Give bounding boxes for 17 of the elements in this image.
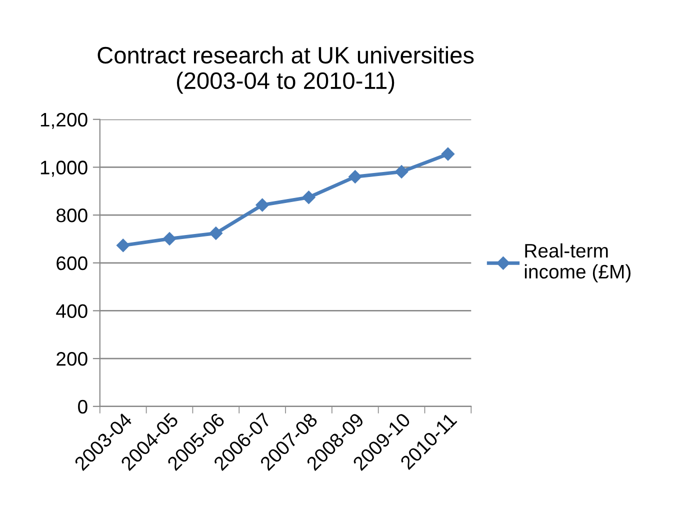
y-tick-label: 200 — [56, 352, 88, 366]
point — [348, 170, 362, 184]
point — [116, 238, 130, 252]
y-tick-label: 600 — [56, 256, 88, 270]
legend-label: Real-term income (£M) — [524, 243, 630, 282]
point — [256, 198, 269, 212]
y-tick-label: 0 — [78, 400, 88, 414]
chart-title: Contract research at UK universities (2003-04 to 2010-11) — [98, 46, 474, 94]
y-tick-label: 800 — [56, 208, 88, 222]
y-tick-label: 1,000 — [40, 160, 88, 177]
y-tick-label: 1,200 — [40, 112, 88, 129]
point — [441, 147, 455, 161]
point — [302, 190, 316, 204]
point — [209, 226, 223, 240]
y-tick-label: 400 — [56, 304, 88, 318]
point — [162, 232, 176, 246]
point — [394, 165, 408, 178]
